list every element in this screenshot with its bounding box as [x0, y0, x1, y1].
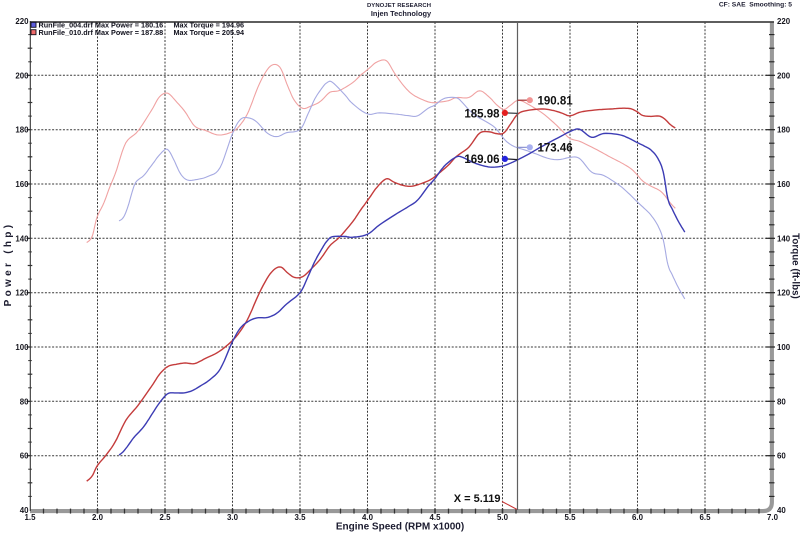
svg-text:120: 120 [15, 289, 29, 298]
svg-text:3.0: 3.0 [227, 513, 239, 522]
svg-text:200: 200 [777, 71, 791, 80]
svg-text:185.98: 185.98 [464, 108, 500, 120]
svg-text:RunFile_004.drf Max Power = 18: RunFile_004.drf Max Power = 180.16 [39, 21, 164, 30]
svg-text:180: 180 [777, 126, 791, 135]
svg-text:7.0: 7.0 [767, 513, 779, 522]
svg-text:140: 140 [777, 234, 791, 243]
svg-text:200: 200 [15, 71, 29, 80]
svg-text:Power (hp): Power (hp) [3, 222, 14, 307]
svg-text:120: 120 [777, 289, 791, 298]
svg-text:Max Torque = 205.94: Max Torque = 205.94 [174, 28, 245, 37]
svg-text:173.46: 173.46 [538, 143, 573, 155]
svg-text:220: 220 [777, 17, 791, 26]
svg-text:160: 160 [15, 180, 29, 189]
svg-text:180: 180 [15, 126, 29, 135]
svg-text:140: 140 [15, 234, 29, 243]
svg-text:2.5: 2.5 [160, 513, 172, 522]
svg-text:160: 160 [777, 180, 791, 189]
svg-text:5.5: 5.5 [565, 513, 577, 522]
svg-text:Injen Technology: Injen Technology [371, 9, 432, 18]
svg-text:190.81: 190.81 [538, 96, 574, 108]
svg-text:6.5: 6.5 [700, 513, 712, 522]
svg-text:40: 40 [777, 506, 786, 515]
svg-text:220: 220 [15, 17, 29, 26]
svg-text:100: 100 [15, 343, 29, 352]
svg-text:60: 60 [777, 452, 786, 461]
svg-text:DYNOJET RESEARCH: DYNOJET RESEARCH [367, 3, 431, 9]
svg-text:Torque (ft-lbs): Torque (ft-lbs) [790, 233, 800, 299]
svg-text:40: 40 [20, 506, 29, 515]
svg-text:Engine Speed (RPM x1000): Engine Speed (RPM x1000) [336, 522, 464, 533]
svg-text:4.0: 4.0 [362, 513, 374, 522]
svg-text:CF: SAE Smoothing: 5: CF: SAE Smoothing: 5 [719, 2, 792, 9]
svg-text:100: 100 [777, 343, 791, 352]
svg-text:Max Torque = 194.96: Max Torque = 194.96 [174, 21, 245, 30]
svg-text:80: 80 [20, 397, 29, 406]
svg-text:1.5: 1.5 [25, 513, 37, 522]
svg-text:4.5: 4.5 [430, 513, 442, 522]
svg-text:80: 80 [777, 397, 786, 406]
svg-text:5.0: 5.0 [497, 513, 509, 522]
svg-text:169.06: 169.06 [464, 154, 499, 166]
svg-text:6.0: 6.0 [632, 513, 644, 522]
svg-text:2.0: 2.0 [92, 513, 104, 522]
svg-text:60: 60 [20, 452, 29, 461]
svg-text:X = 5.119: X = 5.119 [454, 493, 501, 505]
svg-text:RunFile_010.drf Max Power = 18: RunFile_010.drf Max Power = 187.88 [39, 28, 164, 37]
svg-text:3.5: 3.5 [295, 513, 307, 522]
